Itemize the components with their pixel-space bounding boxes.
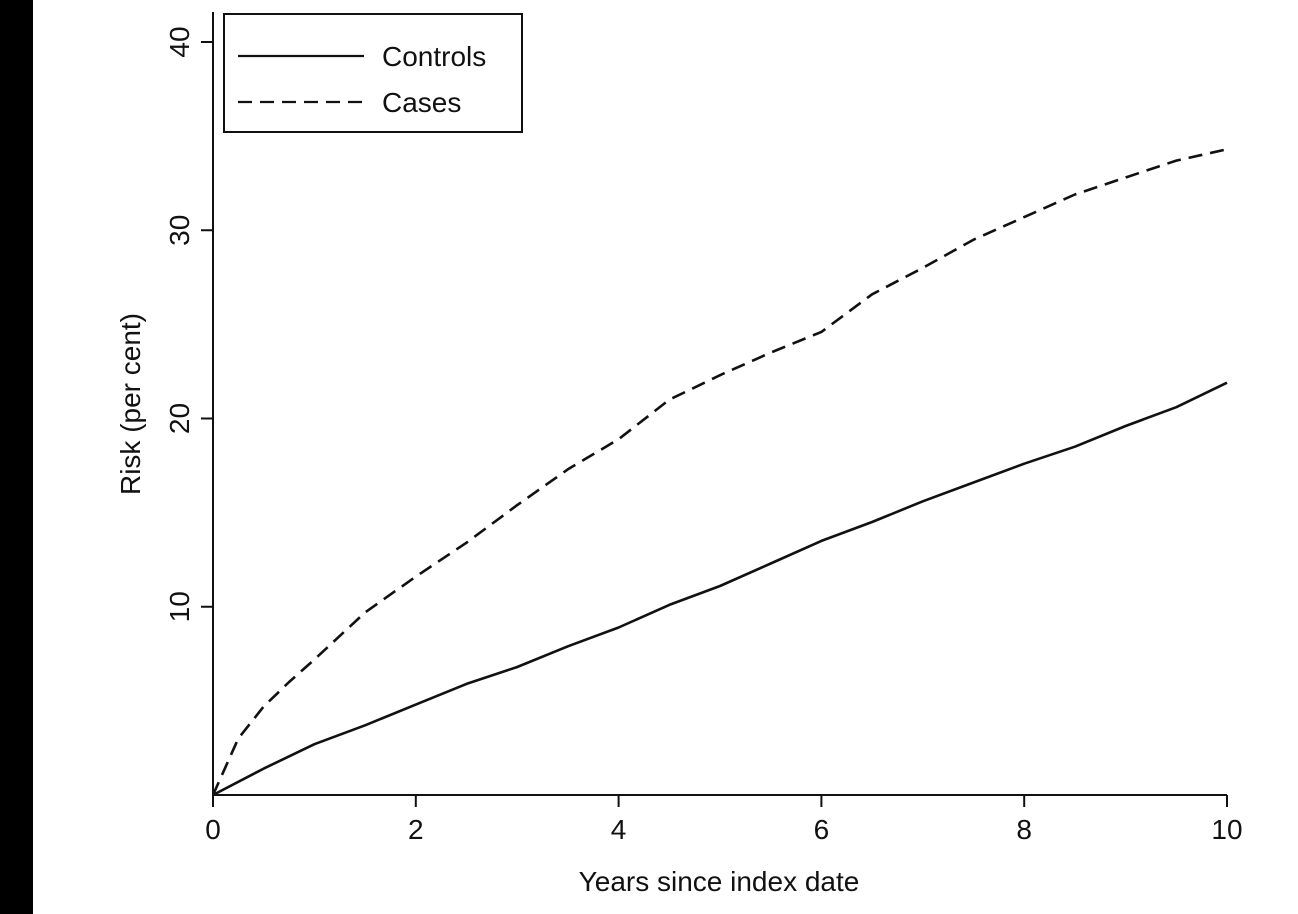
- x-tick-label: 10: [1211, 814, 1242, 845]
- y-axis-label: Risk (per cent): [115, 313, 146, 495]
- y-tick-label: 20: [164, 403, 195, 434]
- legend-box: [223, 13, 523, 133]
- y-tick-label: 30: [164, 215, 195, 246]
- x-axis-label: Years since index date: [579, 866, 860, 897]
- y-tick-label: 40: [164, 26, 195, 57]
- legend: Controls Cases: [223, 13, 523, 133]
- y-tick-label: 10: [164, 591, 195, 622]
- legend-label-cases: Cases: [382, 87, 461, 118]
- axes: 0 2 4 6 8 10 10 20 30 40: [164, 12, 1243, 845]
- x-tick-label: 0: [205, 814, 221, 845]
- series-layer: [211, 148, 1228, 797]
- x-tick-label: 4: [611, 814, 627, 845]
- legend-label-controls: Controls: [382, 41, 486, 72]
- x-tick-label: 2: [408, 814, 424, 845]
- x-tick-label: 6: [814, 814, 830, 845]
- series-line-controls: [212, 381, 1228, 797]
- series-line-cases: [211, 148, 1228, 796]
- chart-background: [33, 0, 1298, 914]
- x-tick-label: 8: [1016, 814, 1032, 845]
